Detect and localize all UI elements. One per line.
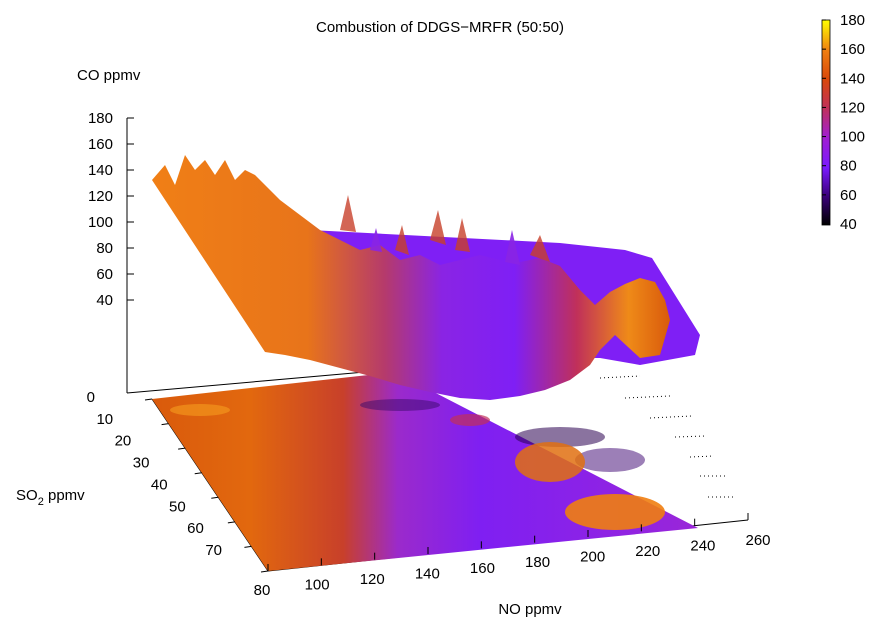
x-axis: NO ppmv 80 100 120 140 160 180 200 220 240 260 — [254, 513, 771, 618]
x-tick-label: 200 — [580, 549, 605, 566]
z-tick-label: 160 — [88, 136, 113, 153]
z-tick-label: 60 — [96, 266, 113, 283]
x-tick-label: 80 — [254, 582, 271, 599]
z-tick-label: 100 — [88, 214, 113, 231]
z-axis: CO ppmv 40 60 80 100 120 140 160 180 — [77, 67, 141, 393]
z-tick-label: 80 — [96, 240, 113, 257]
colorbar-tick-label: 120 — [840, 99, 865, 116]
colorbar-tick-label: 40 — [840, 216, 857, 233]
floor-heatmap — [152, 372, 698, 571]
x-tick-label: 180 — [525, 554, 550, 571]
colorbar-tick-label: 100 — [840, 129, 865, 146]
y-tick-label: 40 — [151, 476, 168, 493]
x-tick-label: 160 — [470, 560, 495, 577]
colorbar-tick-label: 80 — [840, 158, 857, 175]
y-tick-label: 60 — [187, 520, 204, 537]
y-axis-label: SO2 ppmv — [16, 487, 85, 508]
grid-lines — [599, 375, 735, 498]
z-tick-label: 120 — [88, 188, 113, 205]
y-tick — [260, 570, 269, 573]
x-tick-label: 260 — [745, 532, 770, 549]
y-tick — [227, 521, 235, 524]
y-tick-label: 30 — [133, 455, 150, 472]
z-axis-label: CO ppmv — [77, 67, 141, 84]
x-axis-label: NO ppmv — [498, 601, 562, 618]
y-tick-label: 50 — [169, 498, 186, 515]
y-tick-label: 10 — [96, 411, 113, 428]
chart-title: Combustion of DDGS−MRFR (50:50) — [316, 19, 564, 36]
z-tick-label: 180 — [88, 110, 113, 127]
y-tick — [211, 496, 219, 499]
colorbar-tick-label: 160 — [840, 41, 865, 58]
y-tick — [194, 472, 202, 475]
y-tick-label: 20 — [115, 433, 132, 450]
colorbar: 40 60 80 100 120 140 160 180 — [821, 12, 865, 233]
y-tick — [244, 545, 252, 548]
y-tick — [178, 447, 186, 450]
x-tick-label: 220 — [635, 543, 660, 560]
colorbar-tick-label: 180 — [840, 12, 865, 29]
x-tick-label: 140 — [415, 565, 440, 582]
z-tick-label: 40 — [96, 292, 113, 309]
colorbar-tick-label: 140 — [840, 70, 865, 87]
surface — [152, 155, 700, 400]
x-tick-label: 240 — [690, 538, 715, 555]
y-tick-label: 70 — [205, 542, 222, 559]
colorbar-tick-label: 60 — [840, 187, 857, 204]
y-tick-label: 0 — [87, 389, 95, 406]
y-tick — [161, 423, 169, 426]
x-tick-label: 120 — [360, 571, 385, 588]
y-tick — [144, 398, 153, 401]
z-tick-label: 140 — [88, 162, 113, 179]
x-tick-label: 100 — [305, 576, 330, 593]
